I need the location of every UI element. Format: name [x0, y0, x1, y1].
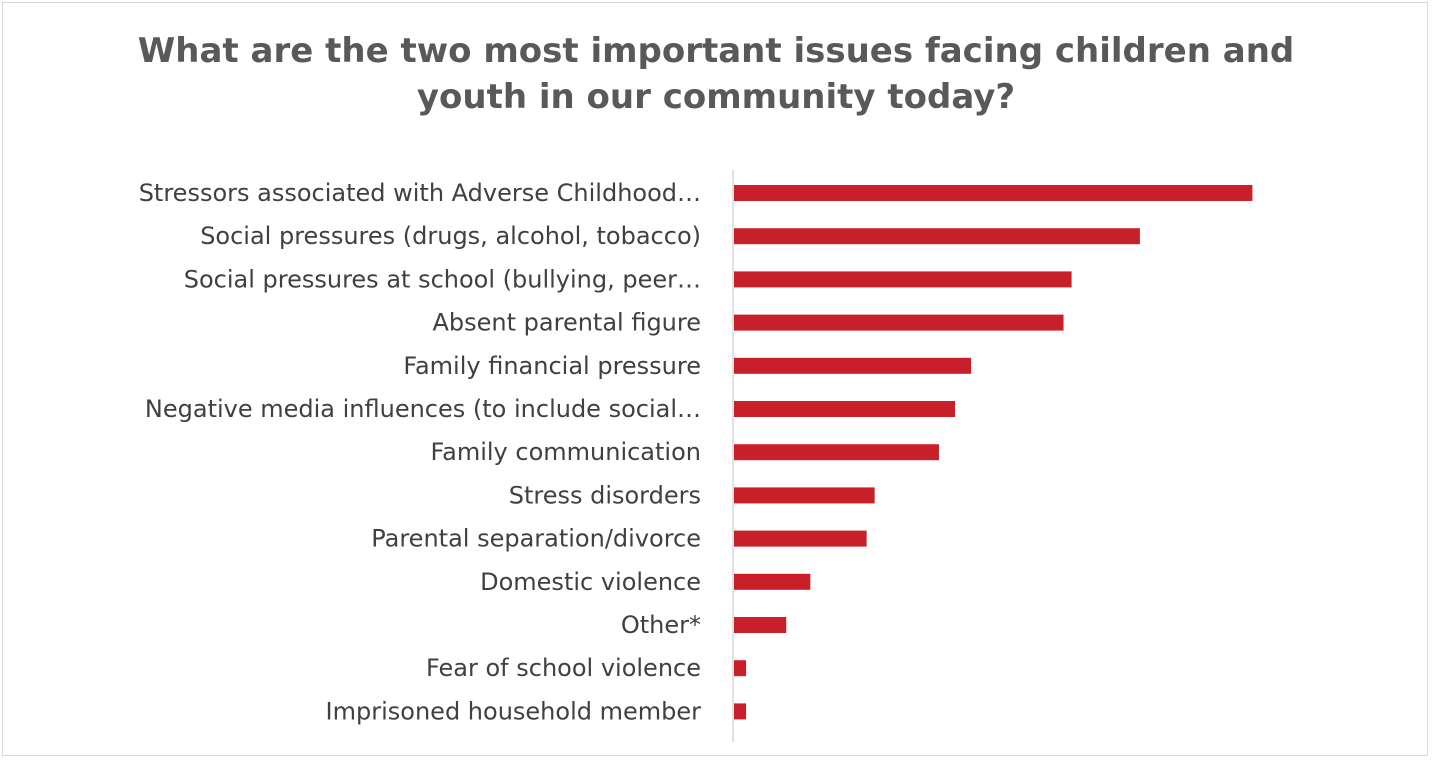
category-label: Stress disorders [509, 481, 701, 509]
bar [734, 574, 810, 590]
bar [734, 228, 1140, 244]
bar [734, 271, 1072, 287]
category-label: Social pressures at school (bullying, pe… [184, 265, 701, 293]
bar [734, 703, 746, 719]
bar [734, 185, 1252, 201]
bar [734, 401, 955, 417]
category-label: Social pressures (drugs, alcohol, tobacc… [200, 222, 701, 250]
category-label: Imprisoned household member [326, 697, 702, 725]
bar [734, 617, 786, 633]
category-label: Stressors associated with Adverse Childh… [139, 179, 701, 207]
category-label: Fear of school violence [426, 654, 701, 682]
category-label: Absent parental figure [432, 309, 701, 337]
bar [734, 358, 971, 374]
bar [734, 444, 939, 460]
bar [734, 487, 875, 503]
category-label: Negative media influences (to include so… [145, 395, 701, 423]
bar [734, 531, 867, 547]
bar [734, 660, 746, 676]
category-label: Other* [621, 611, 701, 639]
category-label: Domestic violence [480, 568, 701, 596]
category-label: Family financial pressure [403, 352, 701, 380]
category-label: Family communication [431, 438, 701, 466]
bar [734, 315, 1064, 331]
category-label: Parental separation/divorce [371, 525, 701, 553]
